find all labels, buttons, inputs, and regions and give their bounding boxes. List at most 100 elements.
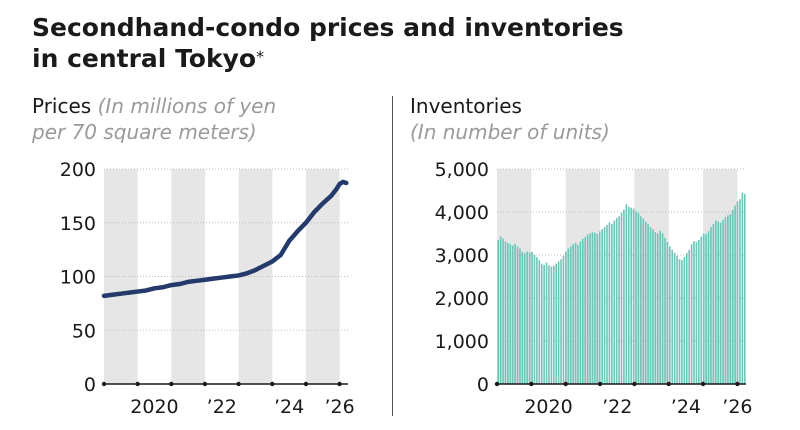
inventories-bar (598, 231, 601, 384)
inventories-title-sub: (In number of units) (410, 120, 610, 144)
inventories-bar (656, 233, 659, 384)
inventories-bar (693, 241, 695, 384)
inventories-bar (698, 239, 700, 384)
inventories-bar (540, 263, 543, 384)
inventories-bar (521, 251, 524, 384)
inventories-year-marker (632, 381, 637, 387)
inventories-year-band (497, 169, 532, 384)
prices-y-tick-label: 100 (60, 267, 96, 289)
inventories-y-tick-label: 1,000 (435, 331, 489, 353)
inventories-bar (528, 252, 531, 384)
inventories-bar (613, 220, 616, 384)
inventories-bar (594, 232, 596, 384)
inventories-bar (700, 236, 703, 384)
inventories-bar (591, 232, 594, 384)
inventories-bar (548, 265, 550, 384)
inventories-bar (695, 242, 698, 384)
inventories-bar (562, 255, 565, 384)
inventories-bar (516, 246, 519, 384)
inventories-bar (649, 227, 652, 384)
inventories-y-tick-label: 3,000 (435, 245, 489, 267)
inventories-bar (717, 221, 720, 384)
inventories-x-tick-label: ’24 (671, 396, 701, 418)
inventories-bar (644, 221, 647, 384)
inventories-bar (606, 224, 608, 384)
inventories-bar (712, 224, 715, 384)
inventories-y-tick-label: 5,000 (435, 159, 489, 181)
inventories-bar (722, 219, 724, 384)
prices-year-marker (101, 381, 107, 387)
inventories-bar (734, 205, 736, 384)
inventories-bar (543, 264, 545, 384)
inventories-bar (553, 265, 555, 384)
inventories-bar (582, 238, 584, 384)
prices-y-tick-label: 200 (60, 159, 96, 181)
inventories-bar (627, 206, 630, 384)
inventories-bar (620, 212, 623, 384)
prices-x-tick-label: 2020 (130, 396, 178, 418)
inventories-year-marker (597, 381, 603, 387)
inventories-bar (567, 248, 570, 384)
prices-y-tick-label: 50 (72, 320, 96, 342)
prices-year-marker (270, 381, 275, 387)
prices-y-tick-label: 0 (84, 374, 96, 396)
inventories-bar (550, 266, 553, 384)
prices-title-sub-2: per 70 square meters) (32, 120, 257, 144)
inventories-bar (710, 227, 712, 384)
inventories-bar (731, 209, 734, 384)
inventories-bar (707, 231, 710, 384)
prices-year-marker (135, 381, 140, 387)
inventories-bar (502, 238, 504, 384)
inventories-bar (504, 241, 507, 384)
inventories-bar (637, 212, 640, 384)
inventories-bar (719, 222, 722, 384)
inventories-bar (601, 229, 603, 384)
inventories-bar (565, 251, 567, 384)
inventories-year-marker (700, 381, 706, 387)
inventories-bar (659, 230, 661, 384)
prices-x-tick-label: ’26 (324, 396, 354, 418)
inventories-x-tick-label: ’22 (602, 396, 632, 418)
inventories-bar (630, 207, 632, 384)
inventories-bar (509, 244, 512, 384)
inventories-bar (545, 262, 548, 384)
inventories-bar (497, 239, 500, 384)
inventories-bar (683, 257, 686, 384)
inventories-bar (538, 260, 541, 384)
inventories-bar (618, 216, 620, 384)
prices-panel-title: Prices (In millions of yen per 70 square… (32, 93, 276, 145)
inventories-bar (603, 227, 606, 384)
chart-title: Secondhand-condo prices and inventories … (32, 12, 624, 74)
inventories-bar (671, 249, 674, 384)
inventories-bar (560, 259, 562, 384)
inventories-bar (623, 209, 625, 384)
inventories-bar (741, 192, 744, 384)
inventories-bar (526, 251, 529, 384)
inventories-bar (507, 242, 509, 384)
inventories-bar (523, 253, 526, 384)
inventories-x-tick-label: ’26 (722, 396, 752, 418)
inventories-x-tick-label: 2020 (524, 396, 572, 418)
inventories-bar (640, 216, 642, 384)
inventories-bar (499, 236, 502, 384)
inventories-bar (739, 199, 741, 384)
inventories-year-band (634, 169, 669, 384)
inventories-bar (664, 237, 666, 384)
inventories-bar (635, 211, 637, 384)
prices-year-marker (303, 381, 309, 387)
inventories-bar (511, 245, 514, 384)
prices-year-marker (202, 381, 208, 387)
inventories-bar (574, 242, 577, 384)
inventories-bar (673, 252, 676, 384)
inventories-bar (531, 251, 533, 384)
inventories-bar (724, 217, 727, 384)
inventories-bar (688, 249, 690, 384)
inventories-bar (596, 233, 599, 384)
inventories-year-marker (735, 381, 740, 387)
inventories-bar (533, 255, 536, 384)
prices-year-band (104, 169, 138, 384)
inventories-bar (727, 215, 729, 384)
inventories-panel-title: Inventories (In number of units) (410, 93, 610, 145)
inventories-bar (569, 246, 572, 384)
